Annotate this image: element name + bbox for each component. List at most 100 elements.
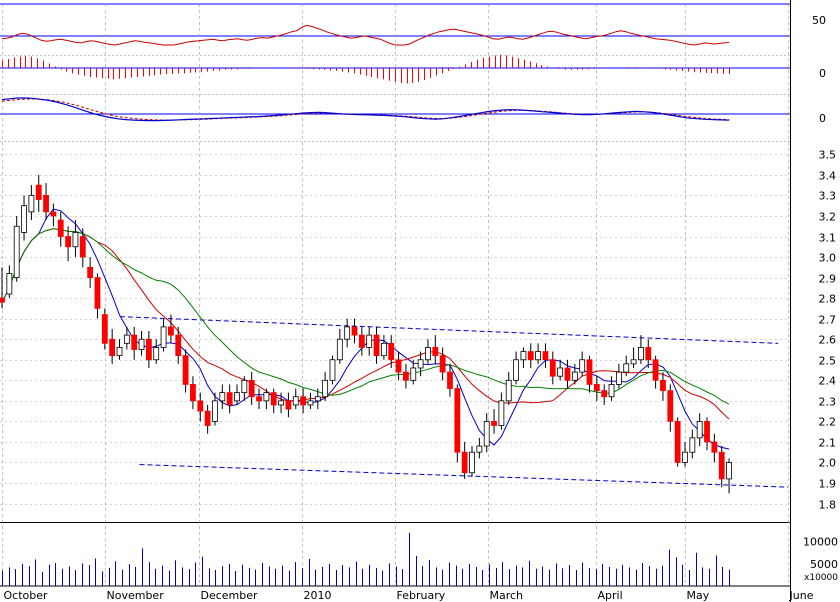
candle-body	[285, 400, 292, 410]
candle-body	[380, 342, 387, 357]
candle-body	[608, 384, 615, 398]
candle-body	[645, 347, 652, 361]
candle-body	[21, 205, 27, 233]
candle-body	[564, 367, 571, 381]
price-tick-label: 2.1	[819, 437, 837, 450]
month-label: June	[789, 589, 814, 602]
price-tick-label: 1.9	[819, 478, 837, 491]
candle-body	[542, 351, 549, 361]
candle-body	[329, 359, 336, 381]
price-tick-label: 3.5	[819, 149, 837, 162]
candle-body	[131, 334, 138, 350]
candle-body	[263, 392, 270, 402]
candle-body	[711, 441, 718, 453]
candle-body	[527, 351, 534, 361]
candle-body	[505, 379, 512, 402]
volume-bars	[2, 532, 730, 586]
candle-body	[190, 384, 196, 402]
candle-body	[109, 338, 116, 357]
candle-body	[153, 347, 160, 361]
candle-body	[476, 445, 483, 453]
indicator-tick-label: 50	[812, 14, 826, 27]
candle-body	[278, 400, 284, 406]
candle-body	[513, 359, 519, 381]
candle-body	[660, 379, 666, 391]
candle-body	[234, 392, 240, 402]
trend-channel-lines	[119, 316, 789, 488]
candle-body	[461, 451, 468, 474]
candle-body	[87, 266, 94, 278]
candle-body	[682, 451, 688, 463]
candle-body	[696, 420, 703, 439]
candle-body	[447, 371, 453, 389]
candle-body	[13, 225, 20, 278]
price-tick-label: 2.8	[819, 293, 837, 306]
candle-body	[718, 451, 725, 480]
price-tick-label: 2.7	[819, 314, 837, 327]
candle-body	[425, 347, 431, 361]
indicator-tick-label: 0	[819, 67, 826, 80]
candle-body	[336, 338, 343, 361]
month-label: March	[490, 589, 524, 602]
ma-long-line	[1, 228, 730, 405]
volume-tick-label: 5000	[810, 558, 838, 571]
indicator-tick-label: 0	[819, 112, 826, 125]
candle-body	[219, 392, 226, 402]
price-tick-label: 3.1	[819, 232, 837, 245]
candle-body	[410, 367, 417, 381]
candle-body	[344, 326, 351, 340]
candle-body	[322, 379, 329, 398]
candle-body	[498, 400, 505, 426]
month-label: April	[598, 589, 623, 602]
candle-body	[28, 195, 35, 213]
candle-body	[138, 338, 145, 350]
month-label: December	[201, 589, 259, 602]
moving-averages	[1, 208, 730, 450]
candle-body	[35, 184, 42, 200]
price-tick-label: 3.3	[819, 190, 837, 203]
macd-signal-line	[1, 98, 730, 121]
date-axis: October November December 2010 February March…	[4, 589, 814, 602]
candle-body	[366, 334, 373, 348]
candle-body	[43, 195, 49, 213]
month-label: May	[687, 589, 710, 602]
candle-body	[101, 314, 108, 344]
candle-body	[94, 277, 101, 309]
month-label: 2010	[304, 589, 332, 602]
candlesticks	[0, 174, 732, 494]
candle-body	[197, 400, 204, 412]
price-tick-label: 2.2	[819, 416, 837, 429]
candle-body	[212, 400, 218, 422]
candle-body	[292, 396, 299, 406]
macd-histogram-panel	[2, 54, 730, 84]
candle-body	[638, 347, 644, 361]
month-gridlines	[2, 4, 789, 586]
candle-body	[182, 355, 189, 385]
candle-body	[652, 359, 659, 381]
candle-body	[689, 437, 696, 453]
candle-body	[270, 392, 277, 406]
candle-body	[535, 351, 542, 361]
volume-tick-label: 10000	[803, 536, 838, 549]
candle-body	[586, 359, 593, 385]
candle-body	[314, 396, 321, 402]
candle-body	[667, 390, 674, 422]
rsi-line	[1, 24, 730, 46]
candle-body	[358, 334, 365, 348]
candle-body	[373, 334, 380, 357]
price-tick-label: 2.0	[819, 457, 837, 470]
price-tick-label: 3.0	[819, 252, 837, 265]
candle-body	[395, 359, 402, 373]
candle-body	[160, 326, 167, 348]
candle-body	[601, 390, 608, 398]
candle-body	[491, 420, 497, 426]
candle-body	[549, 359, 556, 377]
candle-body	[256, 396, 262, 402]
month-label: November	[107, 589, 165, 602]
candle-body	[579, 359, 586, 373]
ma-short-line	[1, 208, 730, 450]
candle-body	[241, 379, 248, 394]
candle-body	[307, 400, 314, 406]
